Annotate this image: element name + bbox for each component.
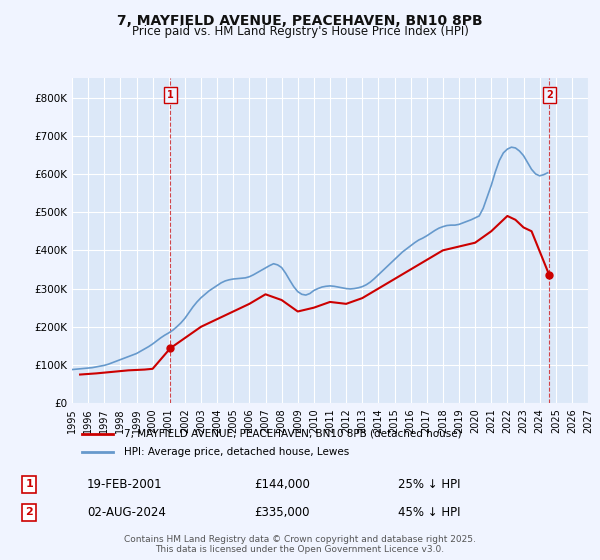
Text: 02-AUG-2024: 02-AUG-2024 [87, 506, 166, 519]
Text: 19-FEB-2001: 19-FEB-2001 [87, 478, 163, 491]
Text: 7, MAYFIELD AVENUE, PEACEHAVEN, BN10 8PB (detached house): 7, MAYFIELD AVENUE, PEACEHAVEN, BN10 8PB… [124, 429, 461, 439]
Text: HPI: Average price, detached house, Lewes: HPI: Average price, detached house, Lewe… [124, 447, 349, 457]
Text: 2: 2 [25, 507, 33, 517]
Text: 1: 1 [25, 479, 33, 489]
Text: Contains HM Land Registry data © Crown copyright and database right 2025.
This d: Contains HM Land Registry data © Crown c… [124, 535, 476, 554]
Text: 45% ↓ HPI: 45% ↓ HPI [398, 506, 460, 519]
Text: 1: 1 [167, 90, 174, 100]
Text: £144,000: £144,000 [254, 478, 310, 491]
Text: 25% ↓ HPI: 25% ↓ HPI [398, 478, 460, 491]
Text: £335,000: £335,000 [254, 506, 310, 519]
Text: 2: 2 [546, 90, 553, 100]
Text: Price paid vs. HM Land Registry's House Price Index (HPI): Price paid vs. HM Land Registry's House … [131, 25, 469, 38]
Text: 7, MAYFIELD AVENUE, PEACEHAVEN, BN10 8PB: 7, MAYFIELD AVENUE, PEACEHAVEN, BN10 8PB [117, 14, 483, 28]
